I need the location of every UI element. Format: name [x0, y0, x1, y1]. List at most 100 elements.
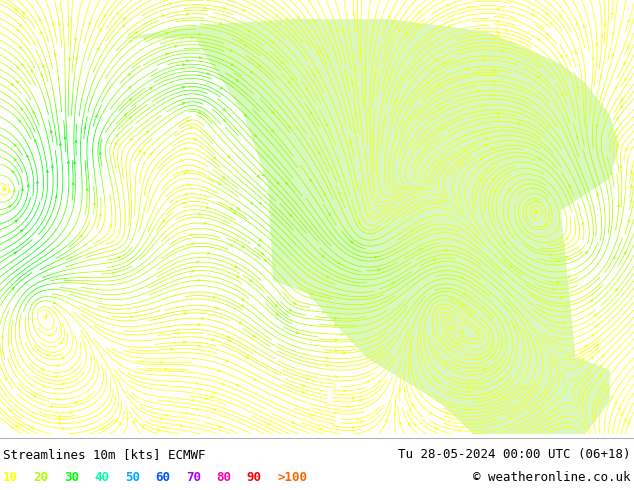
FancyArrowPatch shape: [285, 17, 288, 20]
FancyArrowPatch shape: [335, 349, 337, 352]
FancyArrowPatch shape: [291, 77, 293, 79]
FancyArrowPatch shape: [614, 402, 616, 404]
FancyArrowPatch shape: [368, 181, 370, 183]
FancyArrowPatch shape: [162, 220, 164, 223]
FancyArrowPatch shape: [198, 345, 201, 347]
FancyArrowPatch shape: [327, 365, 328, 367]
FancyArrowPatch shape: [149, 88, 152, 90]
FancyArrowPatch shape: [561, 416, 564, 418]
FancyArrowPatch shape: [182, 86, 184, 89]
FancyArrowPatch shape: [313, 20, 315, 23]
FancyArrowPatch shape: [313, 74, 315, 76]
FancyArrowPatch shape: [616, 144, 618, 146]
FancyArrowPatch shape: [470, 379, 473, 382]
FancyArrowPatch shape: [626, 46, 629, 49]
FancyArrowPatch shape: [185, 147, 187, 149]
FancyArrowPatch shape: [547, 33, 549, 36]
FancyArrowPatch shape: [483, 368, 486, 370]
FancyArrowPatch shape: [183, 202, 184, 204]
FancyArrowPatch shape: [122, 25, 125, 27]
FancyArrowPatch shape: [425, 146, 428, 148]
FancyArrowPatch shape: [418, 207, 420, 209]
FancyArrowPatch shape: [23, 12, 25, 14]
FancyArrowPatch shape: [566, 256, 568, 258]
FancyArrowPatch shape: [320, 50, 321, 52]
FancyArrowPatch shape: [417, 24, 420, 25]
FancyArrowPatch shape: [602, 355, 604, 357]
FancyArrowPatch shape: [50, 406, 53, 408]
FancyArrowPatch shape: [620, 166, 622, 168]
FancyArrowPatch shape: [259, 64, 261, 67]
FancyArrowPatch shape: [67, 161, 70, 164]
FancyArrowPatch shape: [248, 30, 250, 32]
FancyArrowPatch shape: [194, 138, 197, 140]
FancyArrowPatch shape: [438, 83, 441, 85]
FancyArrowPatch shape: [160, 417, 163, 419]
FancyArrowPatch shape: [227, 336, 230, 338]
FancyArrowPatch shape: [327, 357, 328, 359]
FancyArrowPatch shape: [616, 118, 618, 121]
FancyArrowPatch shape: [496, 31, 499, 33]
FancyArrowPatch shape: [253, 378, 256, 380]
FancyArrowPatch shape: [576, 22, 578, 25]
FancyArrowPatch shape: [103, 426, 105, 428]
FancyArrowPatch shape: [50, 130, 53, 133]
FancyArrowPatch shape: [394, 413, 396, 415]
FancyArrowPatch shape: [205, 397, 207, 399]
FancyArrowPatch shape: [366, 214, 369, 216]
FancyArrowPatch shape: [46, 171, 48, 172]
FancyArrowPatch shape: [269, 20, 271, 23]
FancyArrowPatch shape: [22, 188, 23, 191]
FancyArrowPatch shape: [483, 392, 486, 395]
FancyArrowPatch shape: [476, 331, 479, 334]
FancyArrowPatch shape: [216, 307, 218, 309]
FancyArrowPatch shape: [219, 23, 222, 24]
FancyArrowPatch shape: [600, 365, 602, 368]
FancyArrowPatch shape: [611, 172, 613, 174]
FancyArrowPatch shape: [127, 418, 129, 420]
FancyArrowPatch shape: [242, 245, 244, 247]
FancyArrowPatch shape: [186, 60, 189, 62]
FancyArrowPatch shape: [496, 20, 499, 23]
FancyArrowPatch shape: [399, 389, 401, 391]
FancyArrowPatch shape: [341, 333, 343, 335]
FancyArrowPatch shape: [490, 356, 493, 358]
FancyArrowPatch shape: [354, 114, 357, 116]
FancyArrowPatch shape: [127, 74, 130, 76]
FancyArrowPatch shape: [547, 13, 548, 16]
FancyArrowPatch shape: [612, 32, 614, 34]
FancyArrowPatch shape: [537, 76, 540, 79]
FancyArrowPatch shape: [385, 420, 387, 422]
FancyArrowPatch shape: [206, 206, 209, 208]
FancyArrowPatch shape: [15, 9, 17, 11]
FancyArrowPatch shape: [218, 369, 221, 371]
FancyArrowPatch shape: [486, 137, 488, 139]
FancyArrowPatch shape: [481, 157, 483, 160]
FancyArrowPatch shape: [230, 49, 232, 51]
FancyArrowPatch shape: [466, 68, 469, 70]
FancyArrowPatch shape: [17, 67, 19, 69]
FancyArrowPatch shape: [19, 120, 21, 122]
FancyArrowPatch shape: [354, 131, 356, 133]
FancyArrowPatch shape: [165, 414, 168, 416]
FancyArrowPatch shape: [624, 252, 626, 254]
FancyArrowPatch shape: [501, 50, 503, 52]
FancyArrowPatch shape: [591, 335, 593, 337]
FancyArrowPatch shape: [231, 63, 233, 66]
FancyArrowPatch shape: [117, 257, 120, 259]
FancyArrowPatch shape: [212, 391, 215, 393]
FancyArrowPatch shape: [372, 27, 374, 30]
FancyArrowPatch shape: [356, 418, 358, 420]
FancyArrowPatch shape: [349, 142, 352, 144]
FancyArrowPatch shape: [20, 24, 22, 27]
FancyArrowPatch shape: [596, 43, 598, 46]
FancyArrowPatch shape: [254, 134, 256, 137]
FancyArrowPatch shape: [429, 412, 432, 414]
FancyArrowPatch shape: [495, 395, 497, 398]
FancyArrowPatch shape: [51, 165, 54, 168]
FancyArrowPatch shape: [115, 420, 117, 422]
FancyArrowPatch shape: [302, 384, 304, 387]
FancyArrowPatch shape: [467, 409, 469, 411]
FancyArrowPatch shape: [53, 23, 55, 25]
FancyArrowPatch shape: [590, 300, 593, 302]
